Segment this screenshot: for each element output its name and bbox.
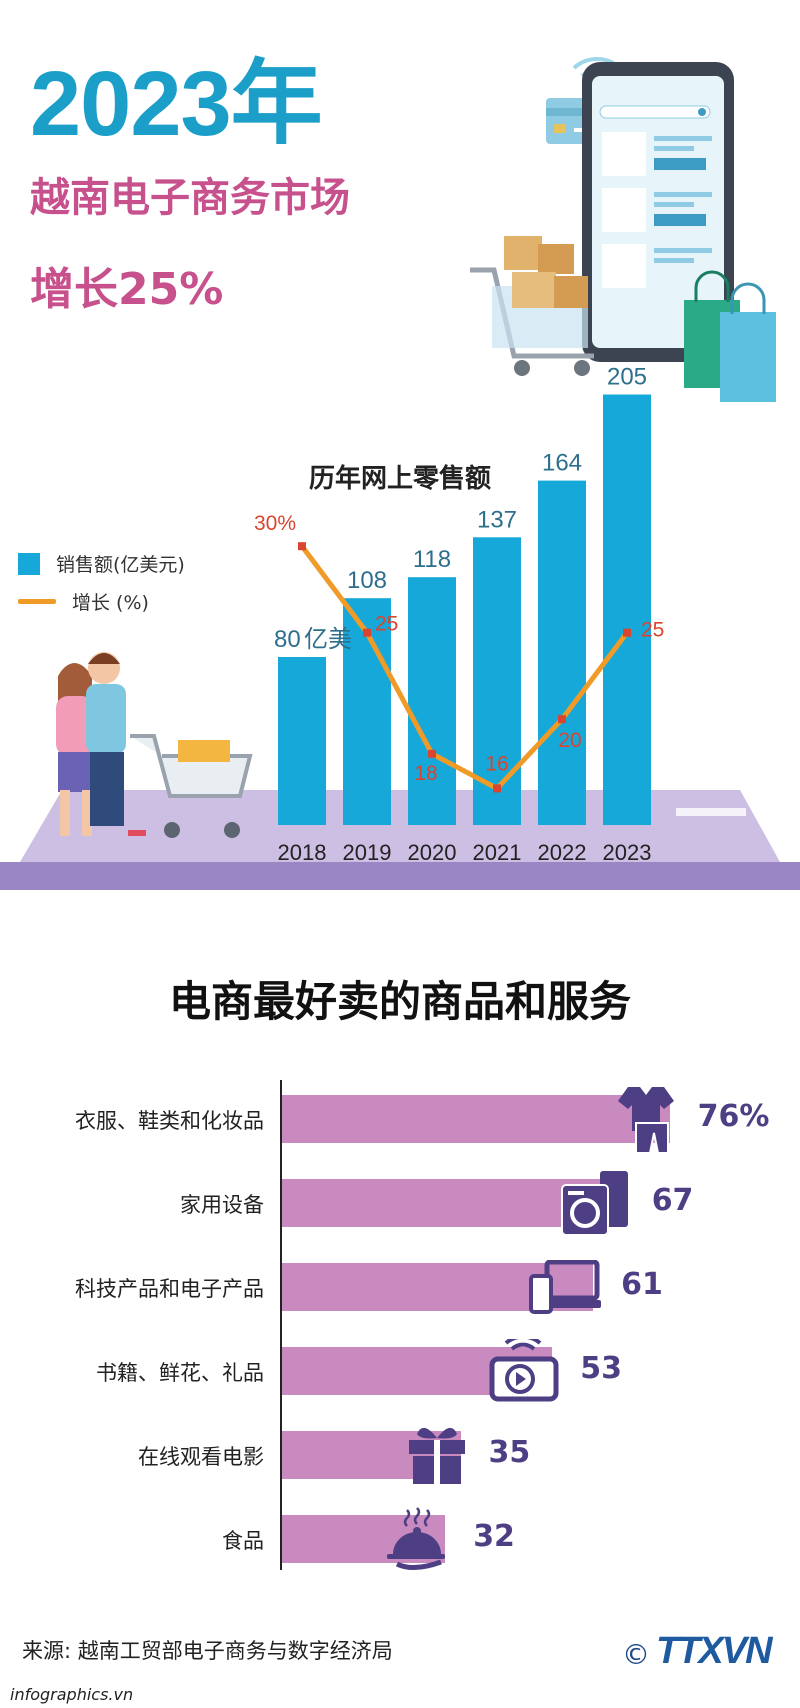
sales-value-label: 137 xyxy=(477,506,517,533)
shopping-cart-icon xyxy=(470,236,594,376)
platform-front xyxy=(0,862,800,890)
growth-value-label: 25 xyxy=(375,613,398,636)
devices-icon xyxy=(529,1260,602,1314)
x-tick-label: 2018 xyxy=(278,840,327,865)
growth-line xyxy=(300,544,629,791)
ttxvn-logo: TTXVN xyxy=(656,1630,773,1672)
sales-value-label: 108 xyxy=(347,567,387,594)
growth-point xyxy=(558,715,566,724)
growth-value-label: 16 xyxy=(485,752,508,775)
category-label: 衣服、鞋类和化妆品 xyxy=(75,1109,264,1133)
shopping-illustration xyxy=(470,57,776,402)
growth-value-label: 18 xyxy=(414,762,437,785)
chart1-svg: 8020181082019118202013720211642022205202… xyxy=(0,364,800,890)
appliance-icon xyxy=(560,1171,628,1236)
copyright-icon: © xyxy=(622,1638,650,1671)
hbar-value-label: 67 xyxy=(651,1183,694,1218)
chart1-title: 历年网上零售额 xyxy=(308,464,491,494)
section2-title: 电商最好卖的商品和服务 xyxy=(168,977,631,1026)
x-tick-label: 2021 xyxy=(473,840,522,865)
growth-value-label: 30% xyxy=(254,512,296,535)
sales-bar xyxy=(278,657,326,825)
shopping-bag-icon xyxy=(684,270,776,402)
x-tick-label: 2022 xyxy=(538,840,587,865)
sales-unit-label: 亿美 xyxy=(304,625,352,653)
growth-point xyxy=(623,628,631,637)
x-tick-label: 2020 xyxy=(408,840,457,865)
platform-detail xyxy=(676,808,746,816)
category-label: 在线观看电影 xyxy=(138,1445,264,1469)
hbar-value-label: 35 xyxy=(488,1435,531,1470)
hbar-value-label: 76% xyxy=(697,1099,770,1134)
hbar-value-label: 53 xyxy=(580,1351,623,1386)
x-tick-label: 2023 xyxy=(603,840,652,865)
hero-growth: 增长25% xyxy=(30,264,224,315)
legend-sales-swatch xyxy=(18,552,40,575)
hero-year: 2023年 xyxy=(30,53,323,155)
growth-point xyxy=(428,749,436,758)
sales-bar xyxy=(603,394,651,825)
legend-growth: 增长 (%) xyxy=(18,588,149,615)
clothes-icon xyxy=(617,1087,674,1154)
hbar-value-label: 32 xyxy=(473,1519,515,1554)
sales-bar xyxy=(538,480,586,825)
sales-value-label: 205 xyxy=(607,364,647,391)
site-link[interactable]: infographics.vn xyxy=(10,1685,134,1704)
couple-shopping-illustration xyxy=(56,652,253,838)
legend-growth-swatch xyxy=(18,599,56,604)
category-label: 食品 xyxy=(222,1529,264,1553)
hbar xyxy=(282,1095,670,1143)
platform-top xyxy=(20,790,780,862)
growth-value-label: 25 xyxy=(641,619,664,642)
video-icon xyxy=(489,1339,559,1402)
growth-point xyxy=(493,784,501,793)
legend-sales-label: 销售额(亿美元) xyxy=(56,554,185,576)
growth-point xyxy=(363,628,371,637)
chart1-marks: 8020181082019118202013720211642022205202… xyxy=(254,364,664,866)
hbar-value-label: 61 xyxy=(621,1267,663,1302)
hero-subtitle: 越南电子商务市场 xyxy=(30,175,350,221)
legend-sales: 销售额(亿美元) xyxy=(18,550,185,577)
food-cloche-icon xyxy=(387,1507,446,1570)
sales-value-label: 118 xyxy=(413,546,451,573)
sales-bar xyxy=(408,577,456,825)
category-label: 科技产品和电子产品 xyxy=(75,1277,264,1301)
growth-value-label: 20 xyxy=(558,729,581,752)
sales-value-label: 164 xyxy=(542,450,582,477)
growth-point xyxy=(298,542,306,551)
category-label: 家用设备 xyxy=(180,1193,264,1217)
sales-value-label: 80 xyxy=(274,626,301,653)
legend-growth-label: 增长 (%) xyxy=(72,592,149,614)
hbar-axis xyxy=(280,1080,282,1570)
sales-bar xyxy=(473,537,521,825)
source-note: 来源: 越南工贸部电子商务与数字经济局 xyxy=(22,1639,393,1663)
category-label: 书籍、鲜花、礼品 xyxy=(96,1361,264,1385)
x-tick-label: 2019 xyxy=(343,840,392,865)
gift-icon xyxy=(408,1427,465,1484)
